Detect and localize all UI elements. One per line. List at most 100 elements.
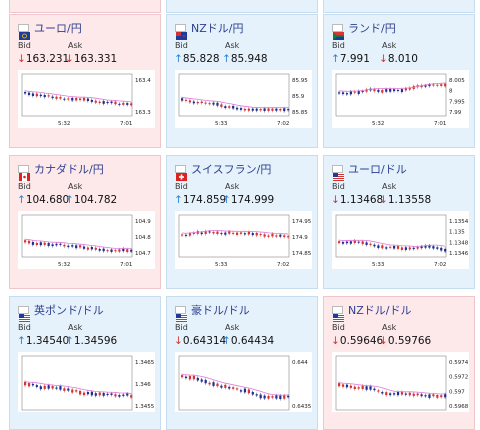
currency-pair-title[interactable]: ユーロ/円 [34, 22, 82, 35]
candle [283, 395, 286, 399]
candle [24, 92, 27, 94]
currency-pair-title[interactable]: カナダドル/円 [34, 163, 104, 176]
candle [216, 383, 219, 387]
candle [71, 97, 74, 101]
candle [204, 102, 207, 104]
arrow-down-icon: ↓ [65, 53, 74, 65]
y-tick-label: 8 [449, 89, 453, 95]
y-tick-label: 8.005 [449, 78, 465, 84]
currency-pair-title[interactable]: スイスフラン/円 [191, 163, 272, 176]
currency-pair-title[interactable]: 英ポンド/ドル [34, 304, 104, 317]
candle [75, 390, 78, 392]
candle [424, 395, 427, 397]
candle [341, 384, 345, 387]
candle [204, 231, 207, 234]
candle [393, 89, 396, 92]
price-chart[interactable]: 1.1354 1.135 1.1348 1.1346 5:33 7:02 [332, 211, 469, 269]
chart-svg: 163.4 163.3 5:32 7:01 [21, 73, 151, 127]
candle [444, 248, 447, 252]
candle [188, 100, 192, 103]
y-tick-label: 104.7 [135, 251, 151, 257]
candle [228, 106, 231, 108]
candle [424, 85, 427, 87]
bid-label: Bid [175, 41, 188, 50]
candle [279, 395, 282, 400]
flag-icon [18, 24, 30, 40]
rate-card[interactable]: ユーロ/ドル Bid Ask ↓1.13468 ↓1.13558 1.1354 1.135 1… [323, 155, 475, 289]
bid-label: Bid [18, 41, 31, 50]
rate-card[interactable]: スイスフラン/円 Bid Ask ↑174.859 ↑174.999 174.95 174.… [166, 155, 318, 289]
rate-card[interactable]: ランド/円 Bid Ask ↑7.991 ↓8.010 8.005 8 7.995 7.99 5:… [323, 14, 475, 148]
candle [263, 234, 266, 237]
currency-pair-title[interactable]: NZドル/円 [191, 22, 244, 35]
rate-card[interactable]: NZドル/ドル Bid Ask ↓0.59646 ↓0.59766 0.5974 0.597… [323, 296, 475, 430]
candle [432, 84, 435, 86]
candle [63, 388, 66, 391]
price-chart[interactable]: 0.644 0.6435 [175, 352, 312, 412]
candle [259, 109, 262, 111]
y-tick-label: 7.995 [449, 99, 465, 105]
candle [420, 394, 423, 397]
candle [102, 248, 105, 252]
price-chart[interactable]: 8.005 8 7.995 7.99 5:32 7:01 [332, 70, 469, 128]
candle [35, 385, 38, 387]
candle [408, 247, 411, 250]
currency-pair-title[interactable]: NZドル/ドル [348, 304, 412, 317]
candle [228, 231, 231, 234]
candle [114, 394, 117, 397]
bid-price: ↓0.64314 [174, 335, 226, 347]
candle [59, 96, 62, 99]
candle [428, 394, 431, 398]
bid-price-value: 163.231 [25, 53, 70, 65]
candle [216, 102, 219, 106]
candle [283, 108, 286, 112]
price-chart[interactable]: 0.5974 0.5972 0.597 0.5968 [332, 352, 469, 412]
x-tick-label: 7:02 [434, 262, 446, 268]
candle [224, 384, 227, 388]
y-tick-label: 1.3465 [135, 360, 155, 366]
candle [184, 234, 188, 236]
candle [67, 98, 70, 100]
rate-card[interactable]: NZドル/円 Bid Ask ↑85.828 ↑85.948 85.95 85.9 85.85… [166, 14, 318, 148]
chart-svg: 85.95 85.9 85.85 5:33 7:02 [178, 73, 308, 127]
arrow-down-icon: ↓ [331, 335, 340, 347]
bid-label: Bid [18, 323, 31, 332]
bid-price-value: 7.991 [339, 53, 370, 65]
ask-price-value: 0.59766 [387, 335, 432, 347]
ask-price: ↑1.34596 [65, 335, 117, 347]
candle [400, 247, 404, 250]
candle [279, 234, 282, 237]
candle [118, 249, 121, 252]
candle [275, 235, 278, 237]
currency-pair-title[interactable]: ランド/円 [348, 22, 396, 35]
currency-pair-title[interactable]: ユーロ/ドル [348, 163, 407, 176]
candle [200, 379, 203, 382]
x-tick-label: 5:33 [215, 121, 228, 127]
chart-svg: 174.95 174.9 174.85 5:33 7:02 [178, 214, 312, 268]
ask-label: Ask [225, 323, 240, 332]
candle [365, 89, 368, 92]
candle [196, 377, 199, 381]
price-chart[interactable]: 174.95 174.9 174.85 5:33 7:02 [175, 211, 312, 269]
rate-card[interactable]: カナダドル/円 Bid Ask ↑104.680 ↑104.782 104.9 104.8 1… [9, 155, 161, 289]
rate-card[interactable]: ユーロ/円 Bid Ask ↓163.231 ↓163.331 163.4 163.3 5:3… [9, 14, 161, 148]
price-chart[interactable]: 163.4 163.3 5:32 7:01 [18, 70, 155, 128]
price-chart[interactable]: 85.95 85.9 85.85 5:33 7:02 [175, 70, 312, 128]
moving-average-line [24, 381, 132, 394]
bid-label: Bid [175, 323, 188, 332]
rate-card[interactable]: 豪ドル/ドル Bid Ask ↓0.64314 ↑0.64434 0.644 0.6435 [166, 296, 318, 430]
bid-label: Bid [175, 182, 188, 191]
candle [381, 90, 384, 93]
x-tick-label: 7:02 [277, 262, 289, 268]
currency-pair-title[interactable]: 豪ドル/ドル [191, 304, 250, 317]
price-chart[interactable]: 104.9 104.8 104.7 5:32 7:01 [18, 211, 155, 269]
flag-icon [175, 24, 187, 40]
y-tick-label: 0.5968 [449, 404, 469, 410]
candle [255, 232, 258, 236]
flag-icon [332, 165, 344, 181]
y-tick-label: 104.9 [135, 219, 151, 225]
price-chart[interactable]: 1.3465 1.346 1.3455 [18, 352, 155, 412]
candle [232, 105, 235, 109]
candle [220, 233, 223, 235]
candle [31, 242, 35, 245]
